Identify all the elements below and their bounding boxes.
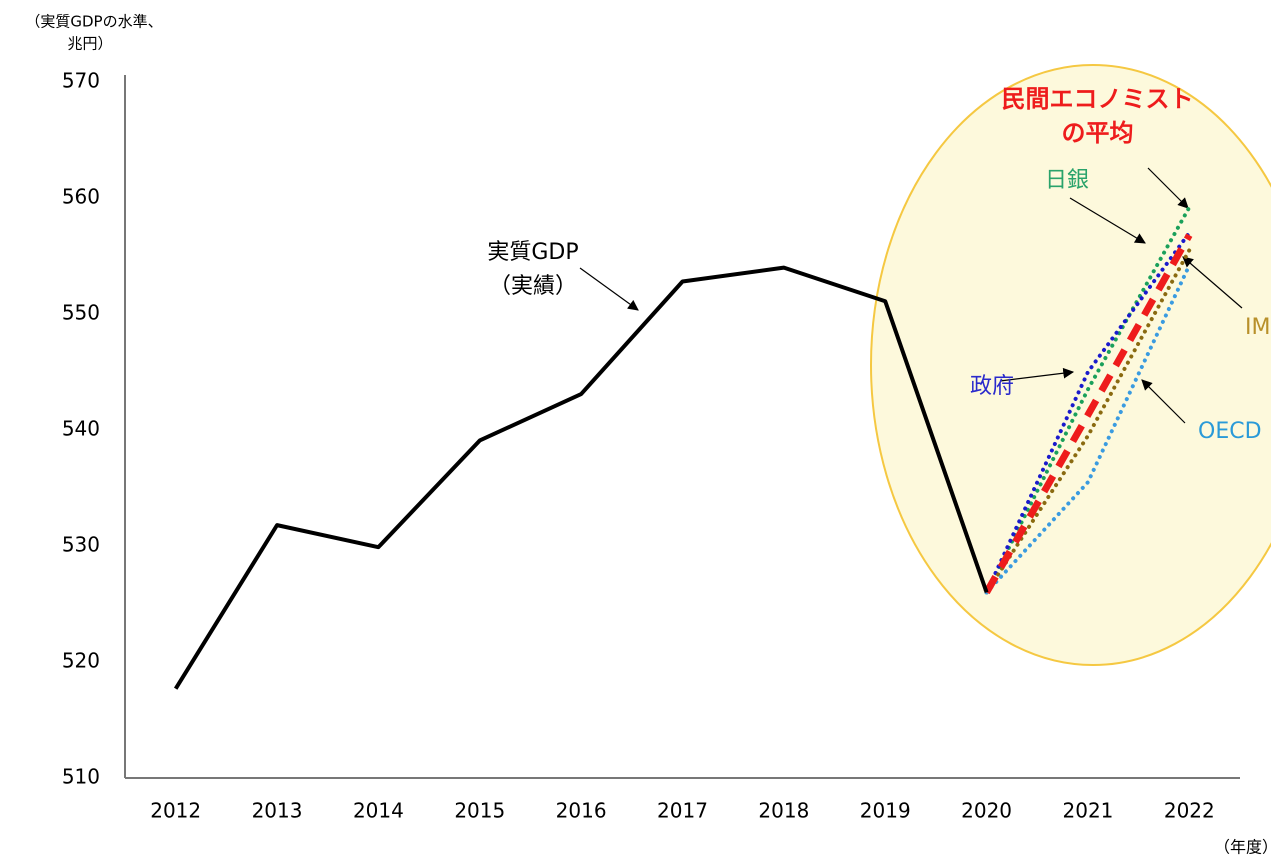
x-tick-label: 2018 (758, 799, 809, 823)
x-label: （年度） (1214, 838, 1271, 857)
x-tick-label: 2017 (657, 799, 708, 823)
series-line (984, 263, 1192, 595)
y-tick-label: 560 (62, 185, 100, 209)
avg-label: 民間エコノミストの平均 (1001, 85, 1194, 147)
x-tick-label: 2016 (556, 799, 607, 823)
y-tick-label: 520 (62, 649, 100, 673)
series-label: 日銀 (1045, 168, 1089, 193)
series-label: IMF (1245, 315, 1271, 340)
y-label: 兆円） (67, 35, 112, 53)
y-tick-label: 570 (62, 69, 100, 93)
series-label: OECD (1198, 419, 1262, 444)
x-tick-label: 2021 (1063, 799, 1114, 823)
y-tick-label: 540 (62, 417, 100, 441)
highlight-ellipse (870, 64, 1271, 666)
y-tick-label: 530 (62, 533, 100, 557)
y-tick-label: 550 (62, 301, 100, 325)
annotation: （実績） (489, 274, 577, 299)
series-line (173, 265, 989, 690)
series-line (984, 230, 1192, 595)
series-line (984, 205, 1192, 595)
series-line (983, 233, 1193, 595)
x-tick-label: 2022 (1164, 799, 1215, 823)
series-label: 実質GDP (487, 240, 578, 265)
series-label: 政府 (970, 374, 1014, 399)
x-tick-label: 2015 (454, 799, 505, 823)
y-label: （実質GDPの水準、 (25, 13, 162, 31)
arrows (579, 167, 1243, 424)
x-tick-label: 2013 (252, 799, 303, 823)
x-tick-label: 2014 (353, 799, 404, 823)
x-tick-label: 2019 (860, 799, 911, 823)
x-tick-label: 2020 (961, 799, 1012, 823)
x-tick-label: 2012 (150, 799, 201, 823)
y-tick-label: 510 (62, 765, 100, 789)
